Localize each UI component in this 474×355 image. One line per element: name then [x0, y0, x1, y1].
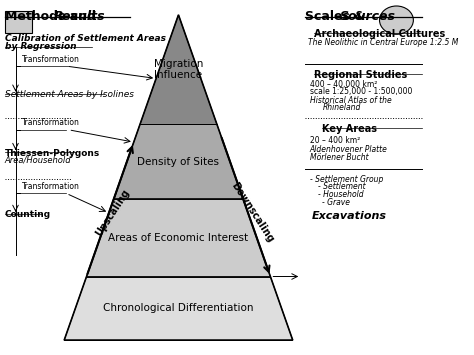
- Text: - Settlement: - Settlement: [318, 182, 366, 191]
- Text: by Regression: by Regression: [5, 42, 76, 51]
- Text: Migration
Influence: Migration Influence: [154, 59, 203, 81]
- Text: Results: Results: [54, 10, 105, 22]
- Text: Thiessen-Polygons: Thiessen-Polygons: [5, 148, 100, 158]
- Text: Sources: Sources: [340, 10, 396, 22]
- Polygon shape: [140, 15, 217, 125]
- Text: Scales &: Scales &: [305, 10, 370, 22]
- Text: Density of Sites: Density of Sites: [137, 157, 219, 166]
- Polygon shape: [87, 199, 270, 277]
- Text: Rhineland: Rhineland: [322, 103, 361, 112]
- Text: Key Areas: Key Areas: [322, 125, 377, 135]
- Text: - Household: - Household: [318, 190, 364, 199]
- Text: Transformation: Transformation: [22, 118, 80, 127]
- Text: Historical Atlas of the: Historical Atlas of the: [310, 96, 392, 105]
- Text: scale 1:25,000 - 1:500,000: scale 1:25,000 - 1:500,000: [310, 87, 412, 96]
- Text: - Settlement Group: - Settlement Group: [310, 175, 383, 184]
- Text: Areas of Economic Interest: Areas of Economic Interest: [109, 233, 248, 242]
- Circle shape: [380, 6, 413, 34]
- Text: Transformation: Transformation: [22, 55, 80, 64]
- Text: Settlement Areas by Isolines: Settlement Areas by Isolines: [5, 90, 134, 99]
- Text: Regional Studies: Regional Studies: [314, 70, 407, 80]
- Text: Excavations: Excavations: [312, 211, 387, 221]
- Polygon shape: [64, 277, 293, 340]
- Text: Archaeological Cultures: Archaeological Cultures: [314, 29, 445, 39]
- Text: Area/Household: Area/Household: [5, 155, 72, 165]
- Text: - Grave: - Grave: [322, 198, 350, 207]
- Polygon shape: [114, 125, 243, 199]
- Text: Downscaling: Downscaling: [229, 181, 275, 245]
- Text: The Neolithic in Central Europe 1:2.5 M: The Neolithic in Central Europe 1:2.5 M: [308, 38, 458, 47]
- Bar: [5, 11, 32, 33]
- Text: Chronological Differentiation: Chronological Differentiation: [103, 303, 254, 313]
- Text: 400 – 40,000 km²: 400 – 40,000 km²: [310, 80, 377, 89]
- Text: Transformation: Transformation: [22, 182, 80, 191]
- Text: Upscaling: Upscaling: [94, 187, 132, 238]
- Text: Methods and: Methods and: [5, 10, 100, 22]
- Text: Counting: Counting: [5, 210, 51, 219]
- Text: Aldenhovener Platte: Aldenhovener Platte: [310, 145, 388, 154]
- Text: Mörlener Bucht: Mörlener Bucht: [310, 153, 368, 163]
- Text: Calibration of Settlement Areas: Calibration of Settlement Areas: [5, 34, 166, 43]
- Text: 20 – 400 km²: 20 – 400 km²: [310, 136, 360, 145]
